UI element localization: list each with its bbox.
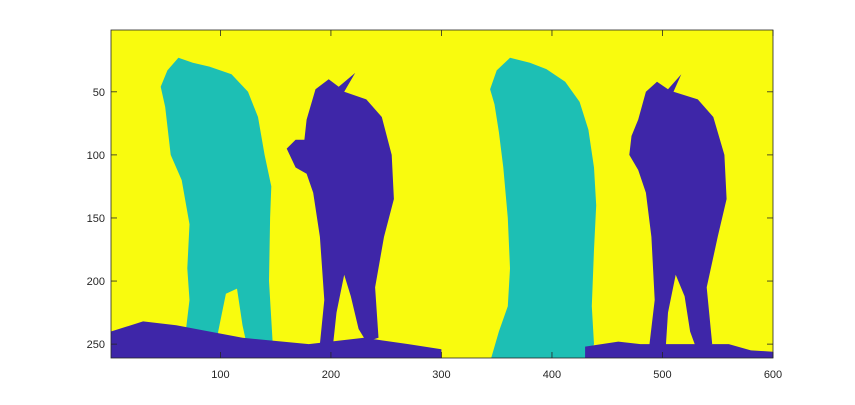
- segmentation-regions: [111, 57, 773, 358]
- x-tick-label: 100: [211, 369, 229, 381]
- y-tick-label: 50: [93, 87, 105, 99]
- x-axis: 100 200 300 400 500 600: [211, 30, 782, 381]
- y-tick-label: 150: [87, 213, 105, 225]
- navy-region-5: [585, 341, 773, 358]
- y-tick-label: 100: [87, 150, 105, 162]
- x-tick-label: 300: [432, 369, 450, 381]
- teal-region-0: [160, 57, 274, 358]
- y-tick-label: 200: [87, 276, 105, 288]
- teal-region-3: [490, 57, 597, 358]
- y-axis: 50 100 150 200 250: [87, 87, 773, 351]
- x-tick-label: 500: [653, 369, 671, 381]
- x-tick-label: 400: [543, 369, 561, 381]
- axes-box: [110, 29, 774, 359]
- y-tick-label: 250: [87, 339, 105, 351]
- navy-region-1: [286, 72, 394, 345]
- x-tick-label: 600: [764, 369, 782, 381]
- navy-region-4: [629, 74, 727, 347]
- navy-region-2: [111, 321, 442, 358]
- x-tick-label: 200: [322, 369, 340, 381]
